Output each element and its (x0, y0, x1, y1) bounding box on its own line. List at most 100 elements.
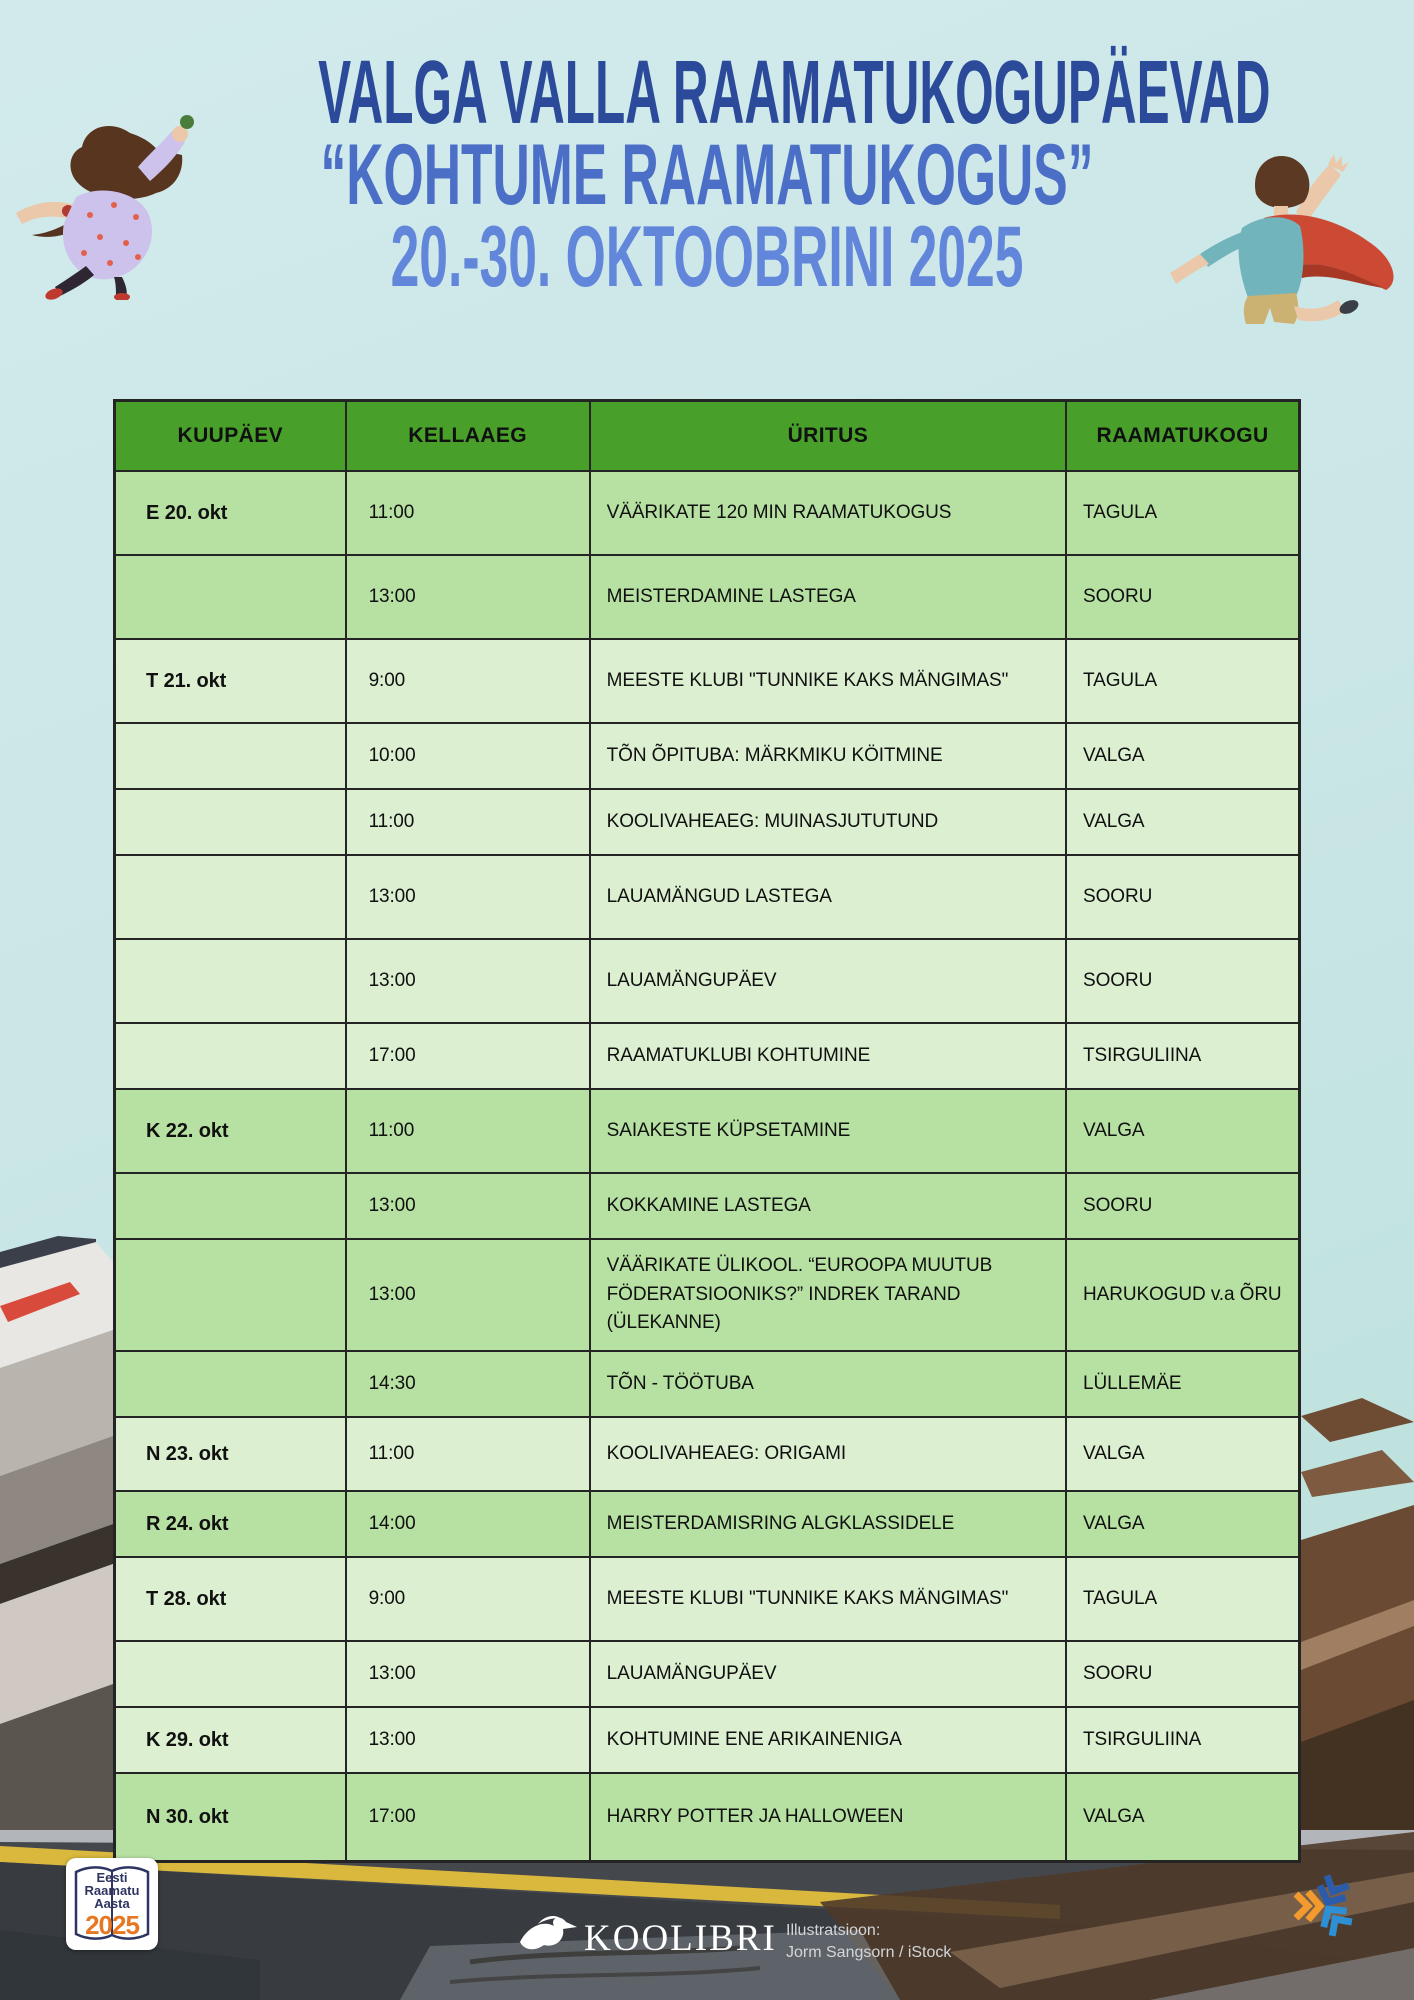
event-library: TSIRGULIINA (1065, 1706, 1301, 1774)
left-book-stack (0, 1236, 113, 1832)
event-time: 13:00 (344, 1238, 591, 1352)
event-title: TÕN - TÖÖTUBA (588, 1350, 1068, 1418)
event-title: KOHTUMINE ENE ARIKAINENIGA (588, 1706, 1068, 1774)
poster-title: VALGA VALLA RAAMATUKOGUPÄEVAD “KOHTUME R… (0, 43, 1414, 305)
event-row: 13:00 KOKKAMINE LASTEGA SOORU (113, 1172, 1301, 1240)
event-library: TSIRGULIINA (1065, 1022, 1301, 1090)
girl-illustration (10, 105, 195, 305)
event-time: 13:00 (344, 938, 591, 1024)
event-time: 17:00 (344, 1772, 591, 1862)
event-date: K 22. okt (113, 1088, 347, 1174)
event-time: 13:00 (344, 554, 591, 640)
event-row: 13:00 LAUAMÄNGUD LASTEGA SOORU (113, 854, 1301, 940)
event-title: HARRY POTTER JA HALLOWEEN (588, 1772, 1068, 1862)
event-row: T 28. okt 9:00 MEESTE KLUBI "TUNNIKE KAK… (113, 1556, 1301, 1642)
event-time: 13:00 (344, 1640, 591, 1708)
event-title: SAIAKESTE KÜPSETAMINE (588, 1088, 1068, 1174)
event-time: 11:00 (344, 788, 591, 856)
badge-year: 2025 (85, 1910, 140, 1940)
event-date: E 20. okt (113, 470, 347, 556)
event-row: 13:00 LAUAMÄNGUPÄEV SOORU (113, 938, 1301, 1024)
event-library: HARUKOGUD v.a ÕRU (1065, 1238, 1301, 1352)
event-time: 13:00 (344, 1172, 591, 1240)
event-date (113, 854, 347, 940)
event-library: VALGA (1065, 1416, 1301, 1492)
event-date (113, 1022, 347, 1090)
title-line-3: 20.-30. OKTOOBRINI 2025 (390, 209, 1024, 305)
column-header: KELLAAEG (344, 399, 591, 472)
publisher-name: KOOLIBRI (584, 1917, 777, 1959)
event-title: TÕN ÕPITUBA: MÄRKMIKU KÖITMINE (588, 722, 1068, 790)
event-library: TAGULA (1065, 470, 1301, 556)
event-time: 9:00 (344, 1556, 591, 1642)
event-row: 13:00 MEISTERDAMINE LASTEGA SOORU (113, 554, 1301, 640)
event-title: LAUAMÄNGUPÄEV (588, 938, 1068, 1024)
event-date (113, 1172, 347, 1240)
event-library: SOORU (1065, 938, 1301, 1024)
event-date (113, 1238, 347, 1352)
event-library: SOORU (1065, 1640, 1301, 1708)
event-library: TAGULA (1065, 638, 1301, 724)
badge-text: Eesti Raamatu Aasta (84, 1870, 140, 1911)
event-library: LÜLLEMÄE (1065, 1350, 1301, 1418)
event-time: 13:00 (344, 1706, 591, 1774)
event-row: N 23. okt 11:00 KOOLIVAHEAEG: ORIGAMI VA… (113, 1416, 1301, 1492)
events-table: KUUPÄEV KELLAAEG ÜRITUS RAAMATUKOGU E 20. o… (113, 399, 1301, 1863)
event-library: SOORU (1065, 554, 1301, 640)
event-date (113, 1640, 347, 1708)
event-date: N 23. okt (113, 1416, 347, 1492)
credit-value: Jorm Sangsorn / iStock (786, 1943, 952, 1961)
event-date: T 28. okt (113, 1556, 347, 1642)
event-row: N 30. okt 17:00 HARRY POTTER JA HALLOWEE… (113, 1772, 1301, 1862)
event-time: 11:00 (344, 1416, 591, 1492)
event-date: T 21. okt (113, 638, 347, 724)
column-header: RAAMATUKOGU (1065, 399, 1301, 472)
event-date (113, 1350, 347, 1418)
event-library: SOORU (1065, 1172, 1301, 1240)
event-row: R 24. okt 14:00 MEISTERDAMISRING ALGKLAS… (113, 1490, 1301, 1558)
event-time: 13:00 (344, 854, 591, 940)
event-library: VALGA (1065, 788, 1301, 856)
event-title: LAUAMÄNGUD LASTEGA (588, 854, 1068, 940)
event-time: 14:00 (344, 1490, 591, 1558)
event-row: T 21. okt 9:00 MEESTE KLUBI "TUNNIKE KAK… (113, 638, 1301, 724)
event-title: KOOLIVAHEAEG: MUINASJUTUTUND (588, 788, 1068, 856)
event-date: K 29. okt (113, 1706, 347, 1774)
event-row: K 29. okt 13:00 KOHTUMINE ENE ARIKAINENI… (113, 1706, 1301, 1774)
events-table-header: KUUPÄEV KELLAAEG ÜRITUS RAAMATUKOGU (113, 399, 1301, 472)
koolibri-logo: KOOLIBRI (516, 1912, 777, 1964)
event-library: VALGA (1065, 1772, 1301, 1862)
event-time: 11:00 (344, 1088, 591, 1174)
event-library: SOORU (1065, 854, 1301, 940)
event-date (113, 722, 347, 790)
credit-label: Illustratsioon: (786, 1922, 881, 1939)
event-title: MEISTERDAMISRING ALGKLASSIDELE (588, 1490, 1068, 1558)
event-time: 10:00 (344, 722, 591, 790)
event-date (113, 788, 347, 856)
event-title: MEESTE KLUBI "TUNNIKE KAKS MÄNGIMAS" (588, 1556, 1068, 1642)
event-title: KOOLIVAHEAEG: ORIGAMI (588, 1416, 1068, 1492)
column-header: KUUPÄEV (113, 399, 347, 472)
eesti-raamatu-aasta-badge: Eesti Raamatu Aasta 2025 (66, 1858, 158, 1950)
event-row: 13:00 LAUAMÄNGUPÄEV SOORU (113, 1640, 1301, 1708)
event-row: 10:00 TÕN ÕPITUBA: MÄRKMIKU KÖITMINE VAL… (113, 722, 1301, 790)
event-date: N 30. okt (113, 1772, 347, 1862)
event-date (113, 938, 347, 1024)
column-header: ÜRITUS (588, 399, 1068, 472)
event-title: MEESTE KLUBI "TUNNIKE KAKS MÄNGIMAS" (588, 638, 1068, 724)
event-title: KOKKAMINE LASTEGA (588, 1172, 1068, 1240)
hummingbird-icon (520, 1916, 577, 1950)
event-title: MEISTERDAMINE LASTEGA (588, 554, 1068, 640)
title-line-2: “KOHTUME RAAMATUKOGUS” (320, 127, 1094, 223)
title-line-1: VALGA VALLA RAAMATUKOGUPÄEVAD (318, 43, 1271, 143)
event-row: 14:30 TÕN - TÖÖTUBA LÜLLEMÄE (113, 1350, 1301, 1418)
event-time: 9:00 (344, 638, 591, 724)
event-library: VALGA (1065, 722, 1301, 790)
event-title: RAAMATUKLUBI KOHTUMINE (588, 1022, 1068, 1090)
illustration-credit: Illustratsioon: Jorm Sangsorn / iStock (786, 1920, 951, 1963)
event-library: VALGA (1065, 1088, 1301, 1174)
event-library: VALGA (1065, 1490, 1301, 1558)
event-row: E 20. okt 11:00 VÄÄRIKATE 120 MIN RAAMAT… (113, 470, 1301, 556)
event-date (113, 554, 347, 640)
